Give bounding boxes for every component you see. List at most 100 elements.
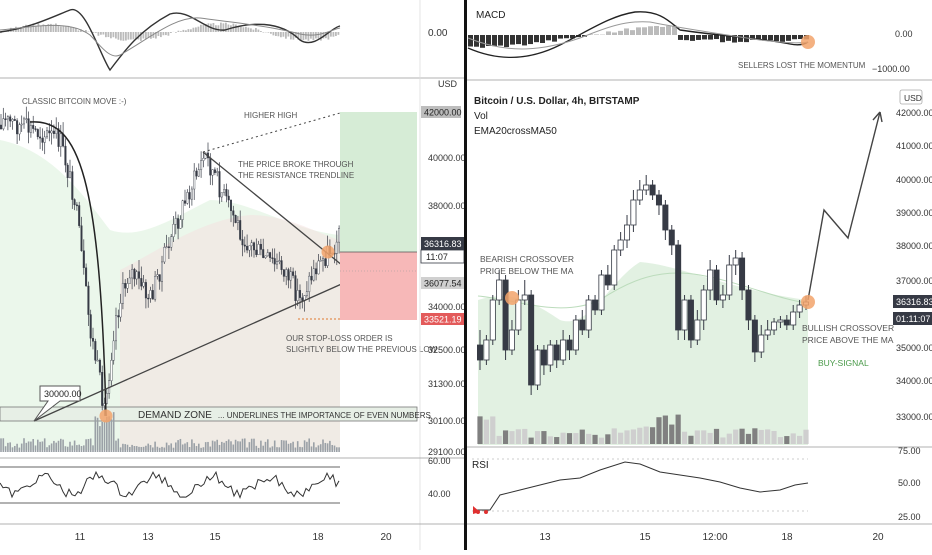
right-volume-bar (695, 430, 700, 444)
left-volume-bar (265, 442, 267, 452)
left-volume-bar (166, 443, 168, 452)
stop-zone (340, 252, 417, 320)
left-time-tick: 11 (75, 532, 86, 543)
right-macd-bar (558, 35, 563, 39)
left-candle (265, 256, 267, 258)
left-volume-bar (147, 444, 149, 452)
right-volume-bar (605, 434, 610, 444)
left-volume-bar (44, 438, 46, 452)
left-candle (308, 276, 310, 292)
right-macd-bar (648, 26, 653, 35)
right-rsi-axis-50: 50.00 (898, 478, 921, 488)
right-candle (656, 195, 661, 205)
right-volume-bar (637, 428, 642, 444)
left-macd-bar (288, 32, 290, 37)
right-time-tick: 20 (872, 532, 884, 543)
left-candle (260, 244, 262, 249)
right-volume-bar (739, 429, 744, 444)
left-candle (99, 360, 101, 372)
left-candle (182, 201, 184, 220)
left-macd-bar (248, 28, 250, 32)
left-candle (92, 338, 94, 341)
left-candle (74, 200, 76, 205)
left-candle (69, 172, 71, 178)
left-candle (233, 211, 235, 216)
right-candle (586, 300, 591, 330)
left-candle (322, 259, 324, 260)
left-candle (147, 298, 149, 299)
right-price-axis-tick: 37000.00 (896, 276, 932, 286)
left-rsi-axis-60: 60.00 (428, 456, 451, 466)
rsi-low-dot-2 (484, 510, 488, 514)
right-volume-bar (497, 436, 502, 444)
left-price-axis-tick: 32500.00 (428, 345, 466, 355)
left-usd-label: USD (438, 79, 458, 89)
left-candle (21, 124, 23, 125)
left-candle (9, 117, 11, 121)
left-volume-bar (7, 443, 9, 452)
left-macd-bar (123, 32, 125, 41)
left-candle (223, 189, 225, 192)
left-volume-bar (90, 438, 92, 452)
right-volume-bar (784, 436, 789, 444)
left-time-tick: 18 (312, 532, 324, 543)
right-volume-bar (484, 420, 489, 444)
left-candle (262, 249, 264, 257)
right-candle (695, 320, 700, 340)
right-candle (567, 340, 572, 350)
left-volume-bar (76, 445, 78, 452)
right-macd-bar (696, 35, 701, 40)
left-candle (175, 218, 177, 224)
left-volume-bar (154, 442, 156, 452)
right-candle (727, 265, 732, 295)
left-volume-bar (228, 439, 230, 452)
rsi-label: RSI (472, 460, 489, 471)
left-volume-bar (274, 441, 276, 452)
left-volume-bar (97, 418, 99, 452)
right-macd-axis-0: 0.00 (895, 29, 913, 39)
left-macd-bar (308, 32, 310, 41)
target-price-tag: 42000.00 (424, 108, 462, 118)
left-volume-bar (327, 443, 329, 452)
left-macd-bar (213, 23, 215, 32)
right-macd-bar (702, 35, 707, 39)
left-volume-bar (78, 445, 80, 452)
left-candle (267, 253, 269, 256)
left-macd-bar (180, 31, 182, 32)
right-macd-bar (642, 27, 647, 35)
left-volume-bar (136, 446, 138, 452)
right-usd-label: USD (904, 93, 922, 103)
left-candle (120, 303, 122, 317)
right-volume-bar (676, 415, 681, 444)
left-volume-bar (242, 439, 244, 452)
left-macd-bar (103, 32, 105, 35)
left-candle (164, 247, 166, 262)
left-volume-bar (292, 442, 294, 452)
left-candle (44, 137, 46, 143)
left-candle (228, 196, 230, 200)
left-macd-bar (208, 23, 210, 32)
demand-zone-note: ... UNDERLINES THE IMPORTANCE OF EVEN NU… (218, 411, 431, 420)
left-candle (131, 269, 133, 278)
left-candle (23, 119, 25, 124)
left-candle (152, 290, 154, 299)
left-price-axis-tick: 40000.00 (428, 153, 466, 163)
left-candle (72, 172, 74, 200)
left-volume-bar (311, 446, 313, 452)
left-macd-bar (198, 27, 200, 32)
left-candle (154, 276, 156, 299)
left-candle (256, 250, 258, 255)
left-volume-bar (338, 447, 340, 452)
left-volume-bar (221, 442, 223, 452)
left-candle (32, 125, 34, 128)
left-macd-bar (55, 23, 57, 32)
left-macd-bar (115, 32, 117, 39)
left-volume-bar (184, 443, 186, 452)
left-volume-bar (219, 445, 221, 452)
left-volume-bar (304, 440, 306, 452)
right-volume-bar (759, 430, 764, 444)
left-volume-bar (58, 441, 60, 452)
left-volume-bar (180, 439, 182, 452)
left-macd-bar (158, 32, 160, 36)
left-candle (170, 237, 172, 248)
